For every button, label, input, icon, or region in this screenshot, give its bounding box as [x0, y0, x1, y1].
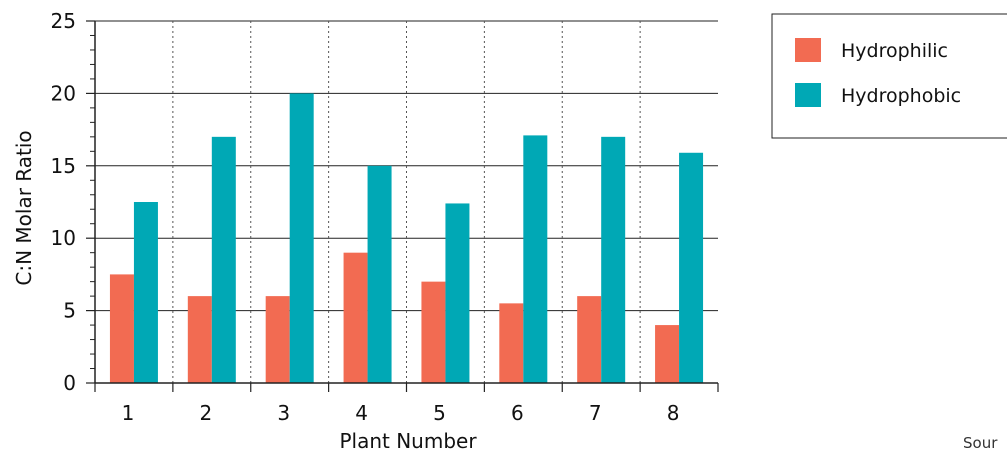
y-tick-label: 5 — [63, 299, 76, 323]
y-axis-ticks: 0 5 10 15 20 25 — [51, 9, 95, 395]
source-label: Sour — [963, 434, 998, 452]
category-separators — [172, 21, 641, 383]
x-axis-title: Plant Number — [339, 429, 477, 453]
bar-hydrophobic-plant-2 — [211, 136, 236, 383]
x-tick-label: 1 — [122, 401, 135, 425]
legend-swatch-hydrophobic — [795, 83, 821, 107]
bar-hydrophilic-plant-1 — [109, 274, 134, 383]
x-tick-label: 8 — [667, 401, 680, 425]
x-tick-label: 4 — [355, 401, 368, 425]
bar-hydrophobic-plant-7 — [601, 136, 626, 383]
bar-hydrophilic-plant-3 — [265, 296, 290, 383]
legend-label-hydrophobic: Hydrophobic — [841, 85, 961, 107]
y-tick-label: 25 — [51, 9, 76, 33]
bar-hydrophilic-plant-8 — [655, 325, 680, 383]
legend-swatch-hydrophilic — [795, 38, 821, 62]
bar-hydrophobic-plant-4 — [367, 165, 392, 383]
x-tick-label: 3 — [277, 401, 290, 425]
y-tick-label: 15 — [51, 154, 76, 178]
legend: Hydrophilic Hydrophobic — [771, 13, 1007, 139]
legend-frame — [771, 13, 1007, 139]
bar-hydrophobic-plant-1 — [133, 202, 158, 383]
bar-hydrophilic-plant-7 — [577, 296, 602, 383]
bar-hydrophilic-plant-4 — [343, 252, 368, 383]
y-axis-title: C:N Molar Ratio — [12, 130, 36, 285]
bars — [109, 93, 704, 384]
y-tick-label: 0 — [63, 371, 76, 395]
bar-hydrophobic-plant-6 — [523, 135, 548, 383]
x-axis-ticks: 1 2 3 4 5 6 7 8 — [94, 383, 719, 425]
y-tick-label: 20 — [51, 81, 76, 105]
bar-hydrophilic-plant-5 — [421, 281, 446, 383]
bar-hydrophobic-plant-5 — [445, 203, 470, 383]
x-tick-label: 5 — [433, 401, 446, 425]
legend-label-hydrophilic: Hydrophilic — [841, 40, 948, 62]
bar-hydrophilic-plant-6 — [499, 303, 524, 383]
bar-hydrophobic-plant-3 — [289, 93, 314, 384]
bar-hydrophobic-plant-8 — [679, 152, 704, 383]
y-tick-label: 10 — [51, 226, 76, 250]
x-tick-label: 2 — [199, 401, 212, 425]
x-tick-label: 7 — [589, 401, 602, 425]
x-tick-label: 6 — [511, 401, 524, 425]
bar-hydrophilic-plant-2 — [187, 296, 212, 383]
